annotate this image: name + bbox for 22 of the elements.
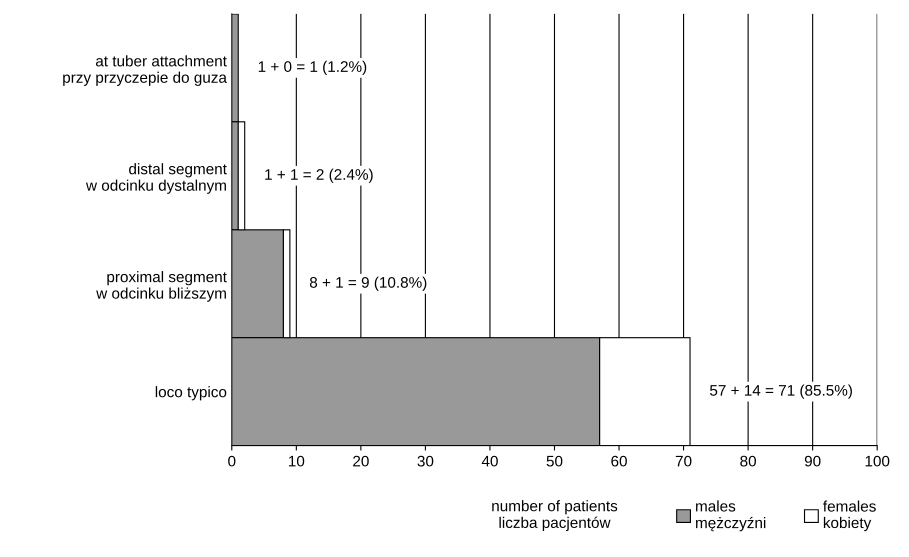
y-tick-label: proximal segment w odcinku bliższym [96, 271, 227, 302]
x-tick-label: 40 [482, 456, 498, 467]
x-axis-title: number of patients liczba pacjentów [492, 500, 618, 532]
y-tick-label: loco typico [156, 386, 226, 400]
x-tick-label: 70 [676, 456, 692, 467]
legend-label: females kobiety [823, 500, 876, 532]
x-tick-label: 20 [353, 456, 369, 467]
x-tick-label: 80 [740, 456, 756, 467]
y-tick-label: distal segment w odcinku dystalnym [86, 163, 227, 194]
total-label: 1 + 0 = 1 (1.2%) [258, 60, 366, 75]
x-tick-label: 90 [804, 456, 821, 467]
total-label: 57 + 14 = 71 (85.5%) [710, 384, 852, 399]
y-tick-label: at tuber attachment przy przyczepie do guza [63, 55, 227, 86]
x-tick-label: 50 [546, 456, 562, 467]
x-tick-label: 0 [228, 456, 236, 467]
total-label: 1 + 1 = 2 (2.4%) [265, 168, 373, 183]
x-tick-label: 10 [289, 456, 304, 467]
legend-label: males mężczyźni [696, 500, 766, 532]
x-tick-label: 30 [418, 456, 434, 467]
total-label: 8 + 1 = 9 (10.8%) [310, 276, 426, 291]
x-tick-label: 60 [611, 456, 627, 467]
x-tick-label: 100 [866, 456, 890, 467]
